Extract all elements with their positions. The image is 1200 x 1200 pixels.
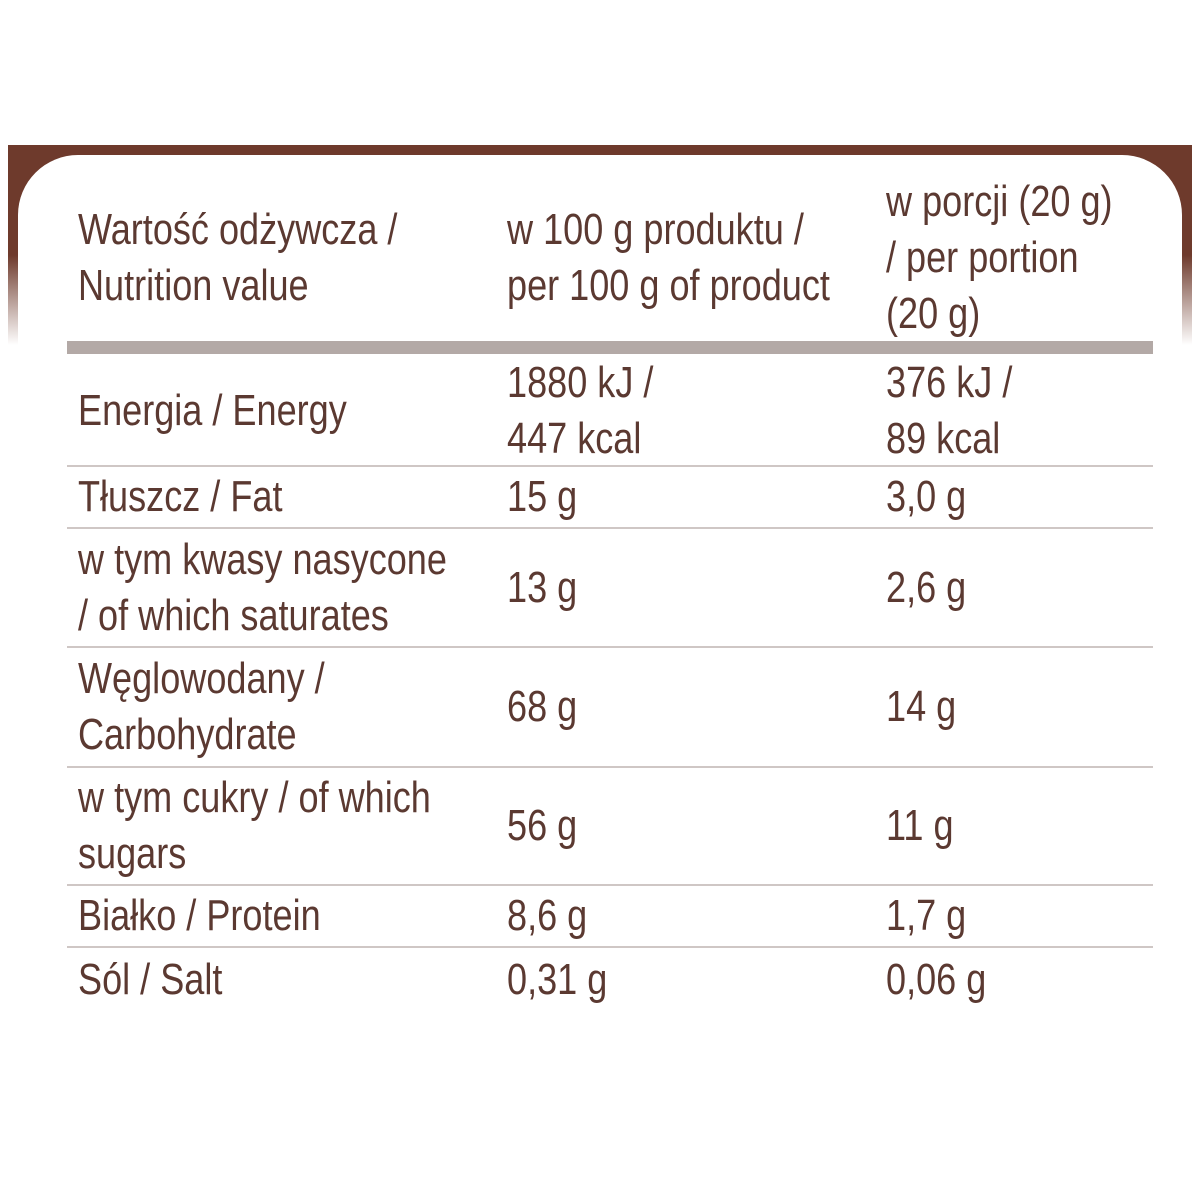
cell-line: 1,7 g	[886, 891, 967, 940]
cell-line: w porcji (20 g)	[886, 177, 1113, 226]
table-cell: 14 g	[886, 647, 956, 767]
table-cell: Węglowodany / Carbohydrate	[78, 647, 325, 767]
cell-line: 68 g	[507, 682, 578, 731]
cell-line: 15 g	[507, 472, 578, 521]
table-cell: w tym kwasy nasycone / of which saturates	[78, 528, 447, 647]
cell-line: 89 kcal	[886, 413, 1001, 463]
cell-line: 376 kJ /	[886, 357, 1013, 407]
cell-line: 3,0 g	[886, 472, 967, 521]
cell-line: Tłuszcz / Fat	[78, 472, 283, 521]
cell-line: (20 g)	[886, 289, 981, 338]
cell-line: Węglowodany /	[78, 654, 325, 703]
cell-line: w tym kwasy nasycone	[78, 534, 447, 584]
cell-line: 8,6 g	[507, 891, 588, 940]
table-cell: 0,31 g	[507, 947, 607, 1012]
table-cell: w 100 g produktu / per 100 g of product	[507, 175, 830, 341]
table-cell: 68 g	[507, 647, 577, 767]
row-rule	[67, 465, 1153, 467]
table-cell: w tym cukry / of which sugars	[78, 767, 431, 885]
cell-line: Sól / Salt	[78, 954, 223, 1004]
table-cell: 13 g	[507, 528, 577, 647]
table-cell: 0,06 g	[886, 947, 986, 1012]
cell-line: 56 g	[507, 801, 578, 850]
table-cell: w porcji (20 g) / per portion (20 g)	[886, 175, 1113, 341]
cell-line: 447 kcal	[507, 413, 642, 463]
cell-line: 13 g	[507, 562, 578, 612]
cell-line: 0,06 g	[886, 954, 987, 1004]
cell-line: 2,6 g	[886, 562, 967, 612]
table-cell: Sól / Salt	[78, 947, 222, 1012]
cell-line: Energia / Energy	[78, 385, 347, 435]
row-rule	[67, 884, 1153, 886]
cell-line: per 100 g of product	[507, 261, 830, 310]
row-rule	[67, 946, 1153, 948]
row-rule	[67, 646, 1153, 648]
table-cell: Białko / Protein	[78, 885, 321, 947]
cell-line: Nutrition value	[78, 261, 309, 310]
table-cell: Energia / Energy	[78, 355, 347, 466]
header-rule	[67, 341, 1153, 354]
table-cell: 56 g	[507, 767, 577, 885]
table-cell: 1,7 g	[886, 885, 966, 947]
cell-line: Wartość odżywcza /	[78, 205, 398, 254]
row-rule	[67, 527, 1153, 529]
cell-line: Carbohydrate	[78, 710, 297, 759]
cell-line: 11 g	[886, 801, 954, 850]
cell-line: w tym cukry / of which	[78, 773, 431, 822]
row-rule	[67, 766, 1153, 768]
cell-line: 14 g	[886, 682, 957, 731]
cell-line: Białko / Protein	[78, 891, 321, 940]
table-cell: 1880 kJ / 447 kcal	[507, 355, 653, 466]
card	[18, 155, 1182, 1055]
table-cell: 11 g	[886, 767, 954, 885]
table-cell: 376 kJ / 89 kcal	[886, 355, 1012, 466]
table-cell: Wartość odżywcza / Nutrition value	[78, 175, 397, 341]
cell-line: / of which saturates	[78, 590, 389, 640]
table-cell: 15 g	[507, 466, 577, 528]
cell-line: w 100 g produktu /	[507, 205, 804, 254]
cell-line: / per portion	[886, 233, 1079, 282]
table-cell: 2,6 g	[886, 528, 966, 647]
cell-line: 0,31 g	[507, 954, 608, 1004]
table-cell: 3,0 g	[886, 466, 966, 528]
cell-line: sugars	[78, 829, 187, 878]
table-cell: Tłuszcz / Fat	[78, 466, 282, 528]
table-cell: 8,6 g	[507, 885, 587, 947]
cell-line: 1880 kJ /	[507, 357, 654, 407]
